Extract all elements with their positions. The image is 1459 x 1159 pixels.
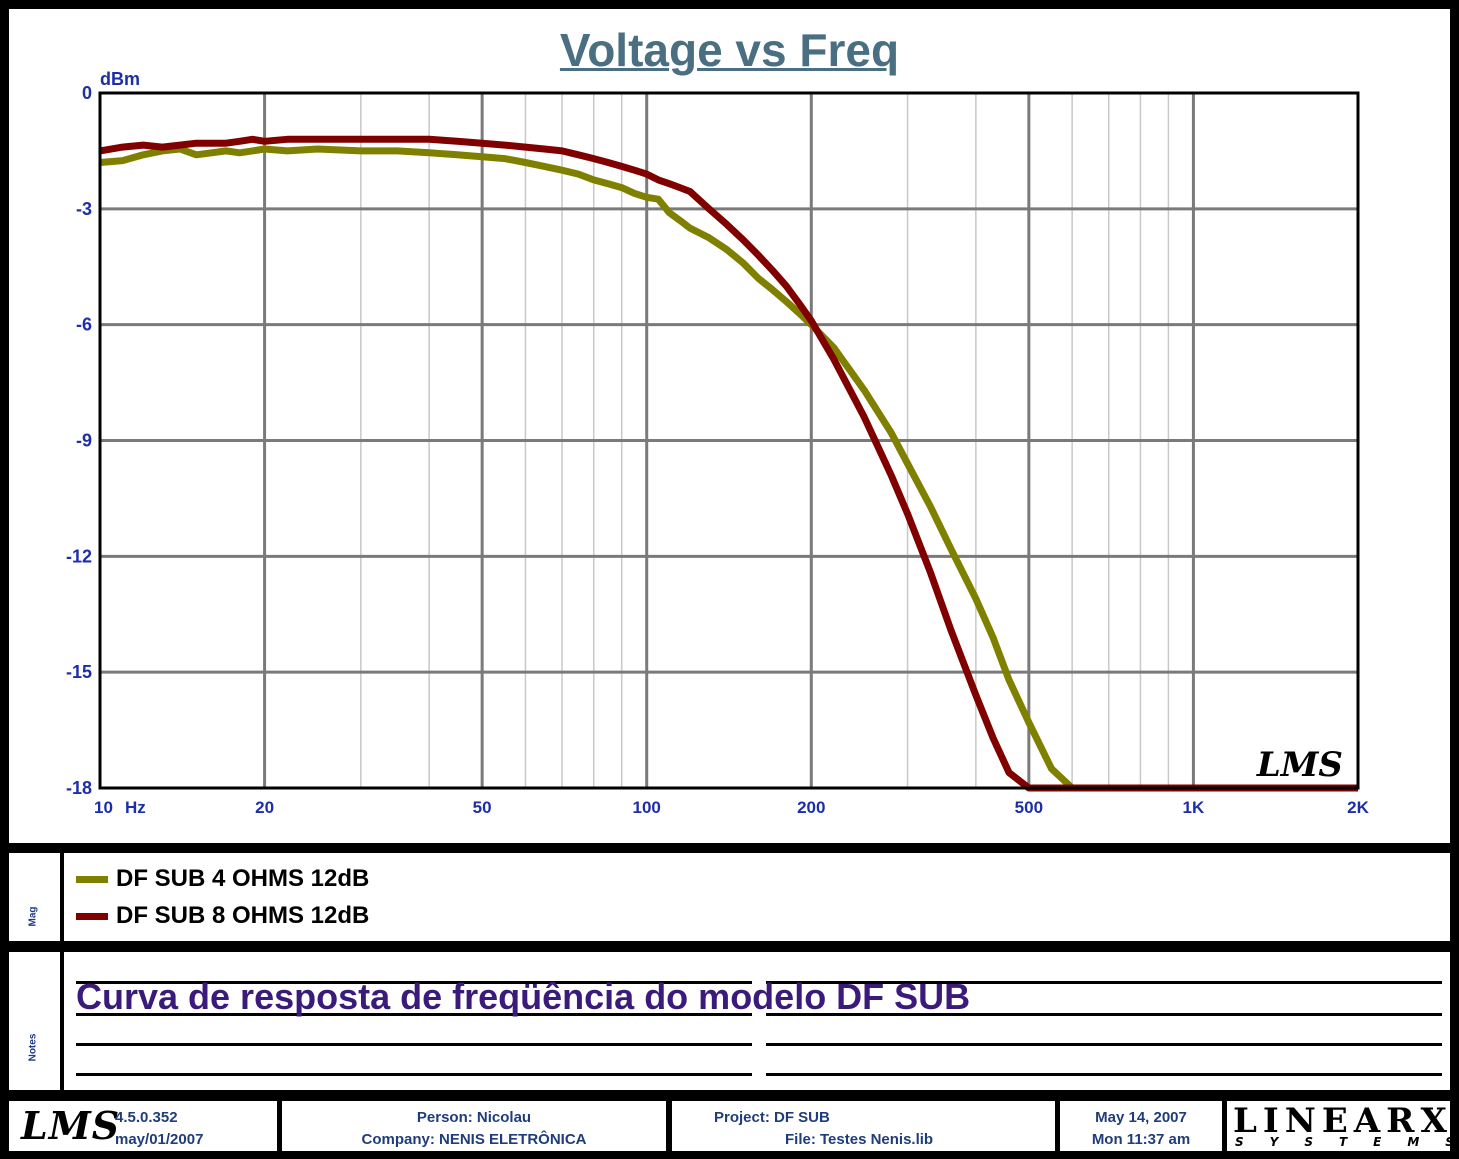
x-tick-label: 200 bbox=[797, 798, 825, 817]
notes-side-label: Notes bbox=[27, 1033, 39, 1062]
y-tick-label: -3 bbox=[76, 199, 92, 219]
notes-side-tab: Notes bbox=[9, 952, 60, 1090]
legend-entry-4ohm: DF SUB 4 OHMS 12dB bbox=[76, 865, 369, 893]
file-text: File: Testes Nenis.lib bbox=[785, 1131, 934, 1148]
legend-entry-8ohm: DF SUB 8 OHMS 12dB bbox=[76, 902, 369, 930]
date-text: May 14, 2007 bbox=[1095, 1109, 1187, 1126]
version-text: 4.5.0.352 bbox=[115, 1109, 178, 1126]
time-text: Mon 11:37 am bbox=[1091, 1131, 1191, 1148]
x-tick-label: 10 bbox=[94, 798, 113, 817]
x-tick-label: 500 bbox=[1015, 798, 1043, 817]
series-line-1 bbox=[99, 135, 1358, 792]
footer-brand-cell: LINEARX SYSTEMS bbox=[1227, 1101, 1454, 1151]
note-line bbox=[766, 1043, 1442, 1046]
note-line bbox=[76, 1043, 752, 1046]
y-tick-label: 0 bbox=[82, 83, 92, 103]
legend-side-label: Mag bbox=[27, 906, 39, 927]
note-line bbox=[766, 1073, 1442, 1076]
legend-swatch-4ohm bbox=[76, 875, 108, 883]
lms-logo: LMS bbox=[21, 1103, 121, 1148]
person-text: Person: Nicolau bbox=[416, 1109, 532, 1126]
company-text: Company: NENIS ELETRÔNICA bbox=[361, 1131, 587, 1148]
legend-label-8ohm: DF SUB 8 OHMS 12dB bbox=[116, 902, 370, 929]
footer-version-cell: LMS 4.5.0.352 may/01/2007 bbox=[9, 1101, 277, 1151]
notes-panel: Curva de resposta de freqüência do model… bbox=[64, 952, 1450, 1090]
project-text: Project: DF SUB bbox=[714, 1109, 830, 1126]
legend-panel: DF SUB 4 OHMS 12dB DF SUB 8 OHMS 12dB bbox=[64, 853, 1450, 941]
legend-swatch-8ohm bbox=[76, 912, 108, 920]
voltage-freq-chart: 0 -3 -6 -9 -12 -15 -18 dBm 10 20 50 100 200 500 1K 2K Hz… bbox=[66, 69, 1370, 817]
legend-side-tab: Mag bbox=[9, 853, 60, 941]
y-tick-label: -9 bbox=[76, 431, 92, 451]
y-tick-label: -18 bbox=[66, 778, 92, 798]
note-line bbox=[76, 981, 752, 984]
y-axis-label: dBm bbox=[100, 69, 140, 89]
note-line bbox=[766, 981, 1442, 984]
note-line bbox=[76, 1073, 752, 1076]
footer-date-cell: May 14, 2007 Mon 11:37 am bbox=[1060, 1101, 1222, 1151]
x-tick-label: 2K bbox=[1347, 798, 1369, 817]
y-tick-label: -15 bbox=[66, 662, 92, 682]
legend-label-4ohm: DF SUB 4 OHMS 12dB bbox=[116, 865, 370, 892]
x-tick-label: 100 bbox=[633, 798, 661, 817]
y-tick-label: -12 bbox=[66, 546, 92, 566]
series-line-0 bbox=[99, 145, 1358, 792]
note-line bbox=[766, 1013, 1442, 1016]
chart-title: Voltage vs Freq bbox=[559, 24, 900, 76]
plot-frame bbox=[98, 91, 1360, 790]
linearx-logo: LINEARX bbox=[1233, 1101, 1453, 1141]
footer-person-cell: Person: Nicolau Company: NENIS ELETRÔNIC… bbox=[282, 1101, 666, 1151]
chart-panel: Voltage vs Freq 0 -3 -6 -9 -12 -15 -18 dBm 10 20 5… bbox=[9, 9, 1450, 843]
x-tick-label: 50 bbox=[473, 798, 492, 817]
note-line bbox=[76, 1013, 752, 1016]
linearx-systems-text: SYSTEMS bbox=[1235, 1135, 1459, 1149]
x-axis-label: Hz bbox=[125, 798, 146, 817]
release-date-text: may/01/2007 bbox=[115, 1131, 204, 1148]
footer-project-cell: Project: DF SUB File: Testes Nenis.lib bbox=[672, 1101, 1055, 1151]
x-tick-label: 1K bbox=[1183, 798, 1205, 817]
y-tick-label: -6 bbox=[76, 315, 92, 335]
x-tick-label: 20 bbox=[255, 798, 274, 817]
notes-text: Curva de resposta de freqüência do model… bbox=[76, 976, 971, 1017]
lms-watermark: LMS bbox=[1256, 745, 1343, 785]
